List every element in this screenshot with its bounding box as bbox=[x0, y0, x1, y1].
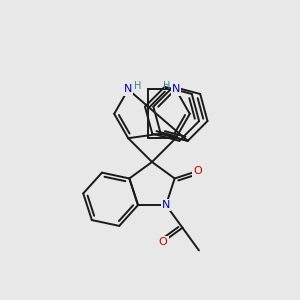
Text: O: O bbox=[159, 237, 168, 247]
Text: N: N bbox=[172, 85, 180, 94]
Text: O: O bbox=[193, 166, 202, 176]
Text: H: H bbox=[163, 82, 170, 92]
Text: H: H bbox=[134, 82, 141, 92]
Text: N: N bbox=[124, 85, 132, 94]
Text: N: N bbox=[162, 200, 170, 210]
